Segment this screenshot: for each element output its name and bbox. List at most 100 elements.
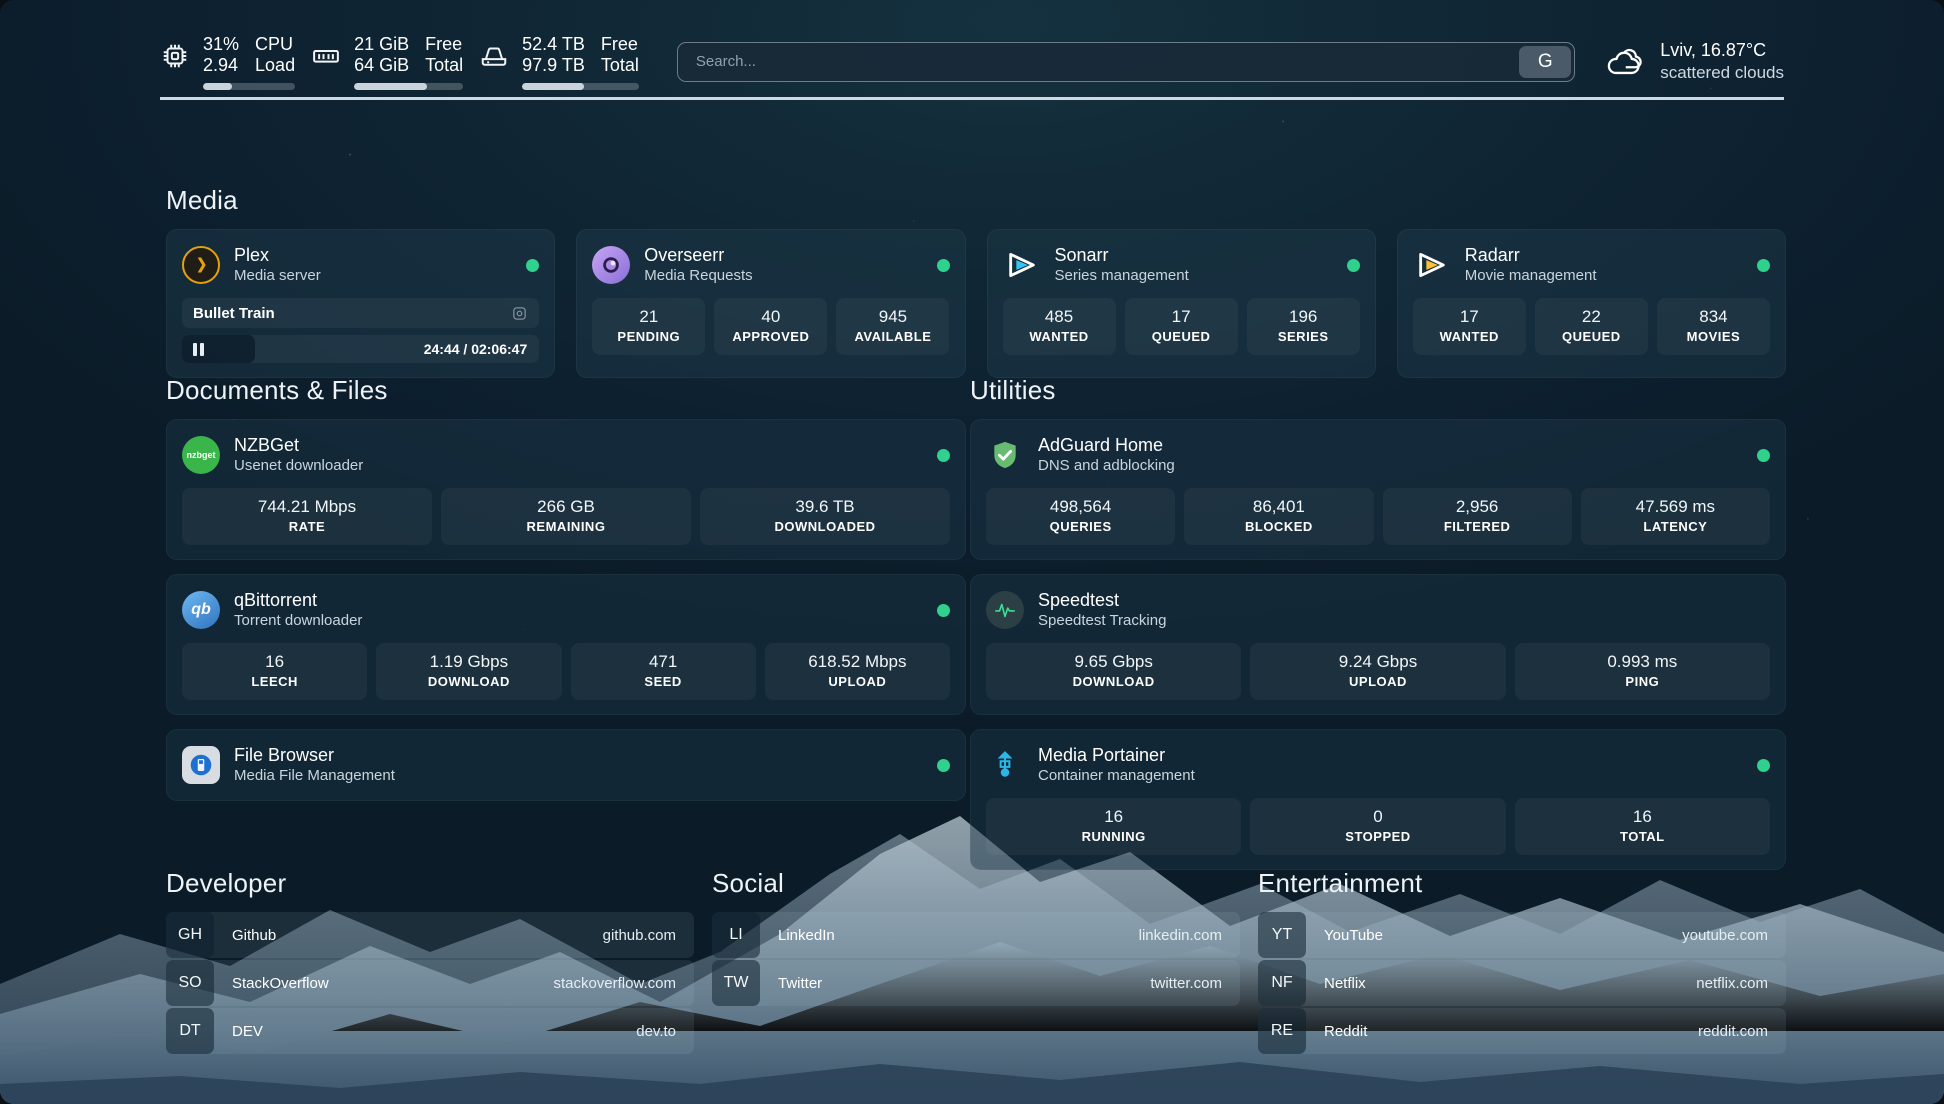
adguard-desc: DNS and adblocking — [1038, 457, 1175, 474]
portainer-status-indicator — [1757, 758, 1770, 772]
bookmark-item[interactable]: RE Reddit reddit.com — [1258, 1008, 1786, 1054]
cloud-icon — [1603, 41, 1645, 83]
bookmark-url: youtube.com — [1682, 926, 1768, 944]
bookmark-url: twitter.com — [1150, 974, 1222, 992]
adguard-status-indicator — [1757, 448, 1770, 462]
bookmark-column-social: Social LI LinkedIn linkedin.com TW Twitt… — [712, 868, 1240, 1056]
service-card-speedtest[interactable]: Speedtest Speedtest Tracking 9.65 Gbps D… — [970, 574, 1786, 715]
stat-box: 21 PENDING — [592, 298, 706, 355]
service-card-qbittorrent[interactable]: qb qBittorrent Torrent downloader 16 LEE… — [166, 574, 966, 715]
stat-label: DOWNLOADED — [774, 519, 876, 534]
disk-value-2: 97.9 TB — [522, 54, 585, 75]
stat-label: FILTERED — [1443, 519, 1511, 534]
cpu-value-1: 31% — [203, 33, 240, 54]
bookmarks-area: Developer GH Github github.com SO StackO… — [166, 868, 1786, 1056]
stat-label: QUERIES — [1049, 519, 1112, 534]
ram-progress-bar — [354, 82, 464, 90]
stat-box: 498,564 QUERIES — [986, 488, 1176, 545]
stat-value: 40 — [761, 307, 781, 326]
bookmark-url: stackoverflow.com — [553, 974, 676, 992]
developer-section-title: Developer — [166, 868, 287, 898]
file-browser-name: File Browser — [234, 745, 335, 765]
stat-label: SERIES — [1277, 329, 1329, 344]
bookmark-abbr: YT — [1258, 912, 1306, 958]
service-card-adguard-home[interactable]: AdGuard Home DNS and adblocking 498,564 … — [970, 419, 1786, 560]
bookmark-item[interactable]: SO StackOverflow stackoverflow.com — [166, 960, 694, 1006]
bookmark-column-developer: Developer GH Github github.com SO StackO… — [166, 868, 694, 1056]
bookmark-item[interactable]: NF Netflix netflix.com — [1258, 960, 1786, 1006]
service-card-overseerr[interactable]: Overseerr Media Requests 21 PENDING 40 A… — [576, 229, 966, 378]
overseerr-status-indicator — [936, 258, 950, 272]
cpu-label-2: Load — [255, 54, 296, 75]
stat-label: WANTED — [1439, 329, 1499, 344]
ram-icon — [311, 41, 341, 71]
stat-box: 196 SERIES — [1246, 298, 1360, 355]
stat-value: 2,956 — [1455, 497, 1499, 516]
playback-time: 24:44 / 02:06:47 — [423, 341, 528, 357]
radarr-desc: Movie management — [1464, 267, 1597, 284]
bookmark-column-entertainment: Entertainment YT YouTube youtube.com NF … — [1258, 868, 1786, 1056]
stat-box: 17 QUEUED — [1124, 298, 1238, 355]
disk-value-1: 52.4 TB — [522, 33, 585, 54]
sonarr-icon — [1003, 246, 1041, 284]
nzbget-desc: Usenet downloader — [234, 457, 364, 474]
stat-label: QUEUED — [1151, 329, 1211, 344]
stat-label: BLOCKED — [1244, 519, 1313, 534]
stat-label: MOVIES — [1686, 329, 1741, 344]
radarr-name: Radarr — [1464, 245, 1520, 265]
stat-box: 744.21 Mbps RATE — [182, 488, 432, 545]
stat-label: UPLOAD — [828, 674, 887, 689]
qbittorrent-status-indicator — [937, 603, 950, 617]
bookmark-item[interactable]: TW Twitter twitter.com — [712, 960, 1240, 1006]
bookmark-url: github.com — [602, 926, 676, 944]
bookmark-item[interactable]: YT YouTube youtube.com — [1258, 912, 1786, 958]
bookmark-item[interactable]: DT DEV dev.to — [166, 1008, 694, 1054]
bookmark-abbr: LI — [712, 912, 760, 958]
playback-progress-bar[interactable]: 24:44 / 02:06:47 — [182, 335, 540, 363]
stat-box: 40 APPROVED — [714, 298, 828, 355]
service-card-sonarr[interactable]: Sonarr Series management 485 WANTED 17 Q… — [986, 229, 1376, 378]
bookmark-url: linkedin.com — [1138, 926, 1222, 944]
adguard-name: AdGuard Home — [1038, 435, 1164, 455]
documents-section-title: Documents & Files — [166, 375, 388, 405]
service-card-radarr[interactable]: Radarr Movie management 17 WANTED 22 QUE… — [1396, 229, 1786, 378]
stat-box: 834 MOVIES — [1656, 298, 1770, 355]
service-card-file-browser[interactable]: File Browser Media File Management — [166, 729, 966, 801]
pause-icon[interactable] — [193, 342, 204, 356]
bookmark-name: Twitter — [778, 974, 823, 992]
top-status-bar: 31% 2.94 CPU Load — [160, 26, 1784, 100]
search-engine-button[interactable]: G — [1519, 45, 1572, 78]
stat-value: 86,401 — [1252, 497, 1305, 516]
cpu-value-2: 2.94 — [203, 54, 239, 75]
stat-value: 0.993 ms — [1607, 652, 1678, 671]
search-placeholder: Search... — [695, 53, 756, 70]
nzbget-icon: nzbget — [182, 436, 220, 474]
gear-icon[interactable] — [511, 305, 528, 322]
bookmark-abbr: NF — [1258, 960, 1306, 1006]
plex-icon — [182, 246, 220, 284]
bookmark-item[interactable]: GH Github github.com — [166, 912, 694, 958]
stat-box: 86,401 BLOCKED — [1184, 488, 1374, 545]
service-card-nzbget[interactable]: nzbget NZBGet Usenet downloader 744.21 M… — [166, 419, 966, 560]
stat-label: QUEUED — [1562, 329, 1621, 344]
stat-box: 471 SEED — [570, 643, 756, 700]
ram-value-1: 21 GiB — [354, 33, 410, 54]
bookmark-url: netflix.com — [1696, 974, 1768, 992]
plex-desc: Media server — [234, 267, 321, 284]
cpu-stat: 31% 2.94 CPU Load — [160, 34, 311, 90]
portainer-icon — [986, 746, 1024, 784]
service-card-plex[interactable]: Plex Media server Bullet Train — [166, 229, 556, 378]
stat-value: 39.6 TB — [795, 497, 855, 516]
stat-label: LATENCY — [1643, 519, 1708, 534]
plex-now-playing: Bullet Train 24:44 / 02:06:47 — [182, 298, 540, 363]
stat-value: 16 — [1632, 807, 1652, 826]
bookmark-item[interactable]: LI LinkedIn linkedin.com — [712, 912, 1240, 958]
search-input[interactable]: Search... G — [676, 41, 1576, 82]
stat-box: 9.24 Gbps UPLOAD — [1250, 643, 1506, 700]
weather-temperature: Lviv, 16.87°C — [1660, 40, 1767, 60]
ram-stat: 21 GiB 64 GiB Free Total — [311, 34, 479, 90]
stat-label: RUNNING — [1081, 829, 1146, 844]
stat-box: 945 AVAILABLE — [836, 298, 950, 355]
service-card-media-portainer[interactable]: Media Portainer Container management 16 … — [970, 729, 1786, 870]
plex-status-indicator — [526, 258, 540, 272]
